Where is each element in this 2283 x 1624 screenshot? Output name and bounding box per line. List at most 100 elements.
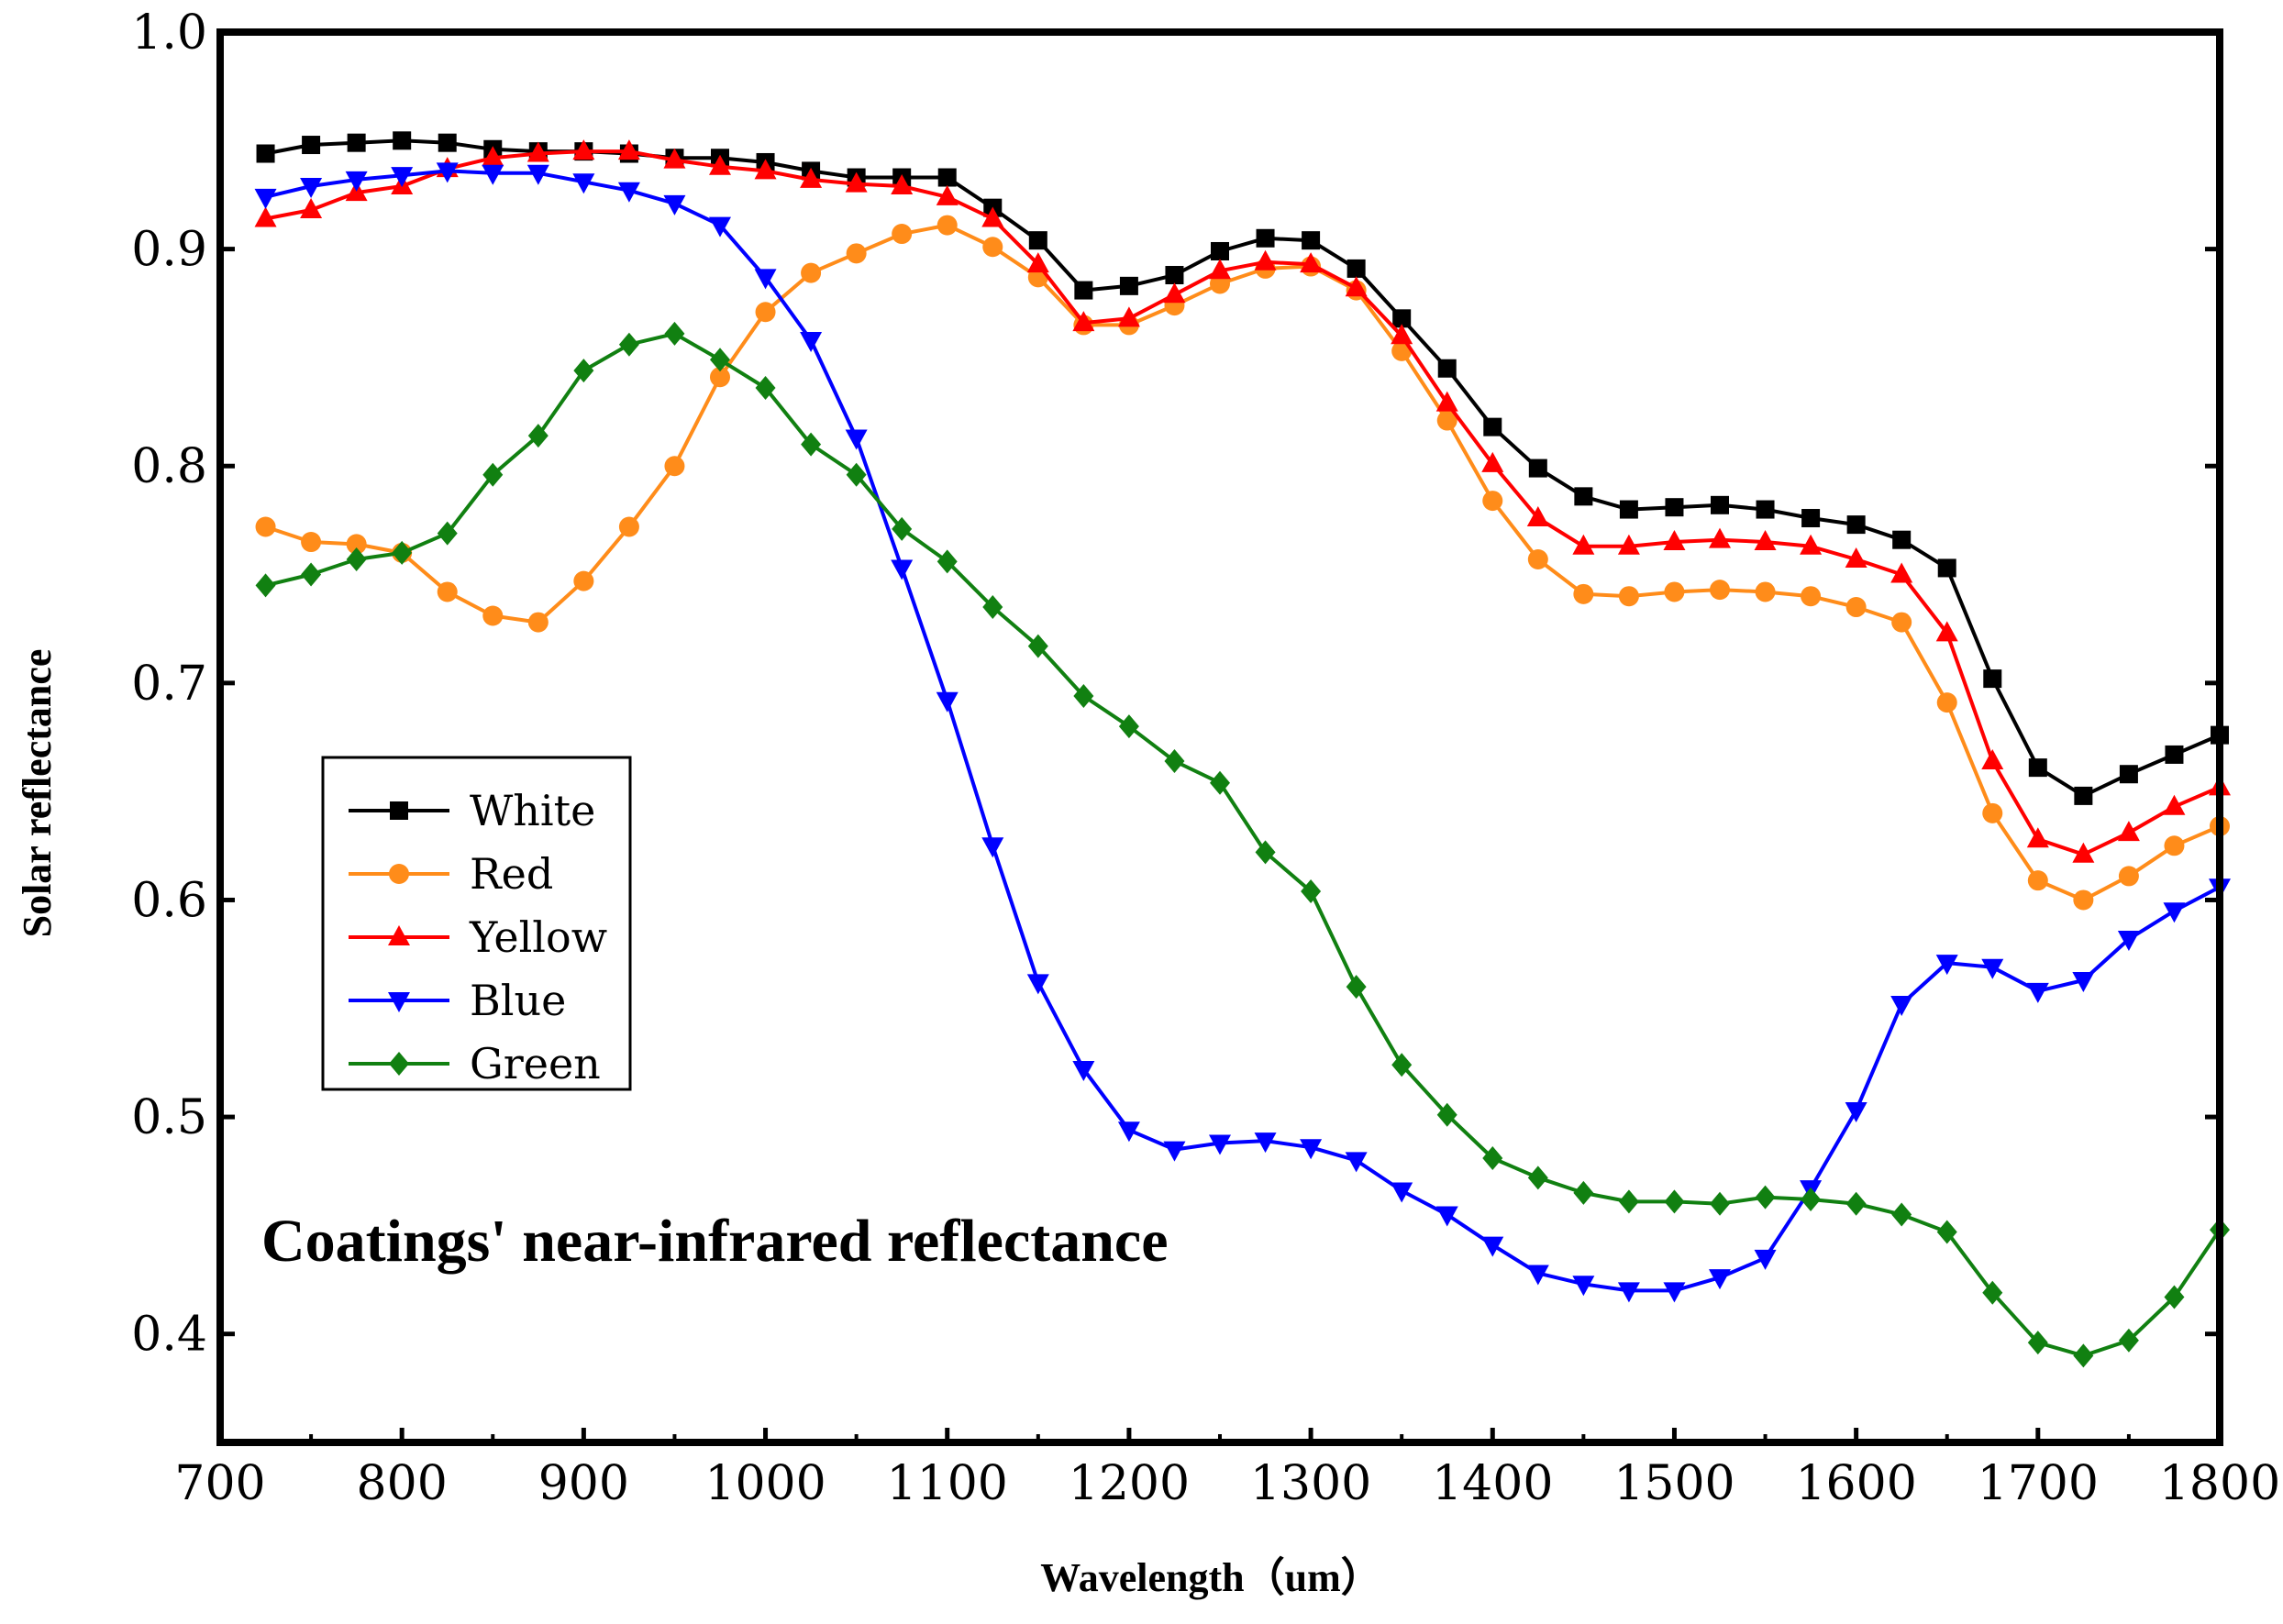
- data-point: [981, 206, 1004, 227]
- data-point: [1618, 586, 1639, 607]
- data-point: [573, 570, 594, 591]
- x-axis-title: Wavelength（um）: [1040, 1555, 1381, 1600]
- data-point: [1983, 669, 2002, 689]
- data-point: [710, 367, 730, 388]
- data-point: [255, 516, 276, 537]
- data-point: [482, 164, 504, 185]
- legend-label: White: [470, 786, 595, 835]
- data-point: [1845, 547, 1867, 568]
- data-point: [572, 173, 595, 194]
- series-line-white: [265, 138, 2221, 798]
- data-point: [254, 188, 277, 209]
- data-point: [2072, 842, 2095, 863]
- data-point: [800, 331, 823, 352]
- data-point: [1664, 581, 1685, 602]
- data-point: [2163, 902, 2186, 923]
- data-point: [1663, 530, 1686, 551]
- data-point: [347, 133, 366, 152]
- data-point: [1436, 1102, 1457, 1127]
- data-point: [392, 540, 413, 565]
- data-point: [1209, 259, 1231, 280]
- data-point: [1211, 241, 1229, 260]
- data-point: [1526, 1265, 1549, 1286]
- data-point: [1754, 530, 1777, 551]
- data-point: [1663, 1282, 1686, 1303]
- data-point: [754, 269, 777, 290]
- data-point: [617, 182, 640, 203]
- data-point: [1892, 530, 1912, 549]
- data-point: [982, 237, 1003, 258]
- data-point: [1210, 770, 1230, 795]
- data-point: [846, 243, 867, 264]
- x-tick-label: 1800: [2159, 1456, 2280, 1511]
- y-axis-title: Solar reflectance: [15, 649, 60, 938]
- data-point: [891, 173, 914, 194]
- data-point: [2119, 765, 2138, 784]
- data-point: [346, 547, 367, 571]
- series-layer: [254, 131, 2231, 1368]
- data-point: [1527, 548, 1548, 569]
- data-point: [1345, 276, 1368, 297]
- data-point: [1935, 955, 1958, 976]
- data-point: [1256, 228, 1275, 248]
- legend-marker: [388, 992, 410, 1012]
- data-point: [301, 532, 322, 553]
- data-point: [1801, 1187, 1822, 1211]
- data-point: [2118, 866, 2139, 887]
- legend: White Red Yellow Blue Green: [321, 756, 632, 1091]
- data-point: [1709, 1269, 1731, 1290]
- data-point: [1391, 1053, 1413, 1077]
- data-point: [345, 171, 368, 192]
- data-point: [1117, 306, 1140, 327]
- y-tick-label: 0.5: [131, 1090, 207, 1145]
- data-point: [936, 184, 959, 205]
- series-yellow: [254, 139, 2231, 863]
- x-tick-label: 1100: [887, 1456, 1008, 1511]
- data-point: [301, 562, 322, 587]
- data-point: [1845, 1191, 1867, 1216]
- data-point: [1891, 612, 1912, 633]
- legend-label: Blue: [470, 976, 566, 1025]
- data-point: [1800, 534, 1823, 555]
- data-point: [2118, 1328, 2139, 1353]
- x-tick-label: 700: [174, 1456, 265, 1511]
- data-point: [2073, 1343, 2094, 1368]
- data-point: [1801, 509, 1821, 528]
- data-point: [1891, 1202, 1912, 1227]
- data-point: [256, 144, 275, 163]
- data-point: [1664, 1189, 1685, 1214]
- data-point: [845, 429, 868, 450]
- data-point: [1710, 580, 1730, 601]
- data-point: [936, 215, 958, 236]
- data-point: [1254, 1132, 1277, 1154]
- x-tick-label: 1000: [704, 1456, 826, 1511]
- data-point: [437, 521, 458, 546]
- data-point: [1301, 878, 1322, 903]
- data-point: [2074, 786, 2093, 805]
- data-point: [1392, 309, 1412, 328]
- data-point: [300, 198, 323, 219]
- data-point: [1164, 749, 1185, 774]
- data-point: [438, 133, 457, 152]
- data-point: [846, 462, 867, 487]
- data-point: [573, 359, 594, 383]
- data-point: [1481, 451, 1504, 472]
- data-point: [2164, 1285, 2185, 1309]
- data-point: [618, 332, 639, 357]
- data-point: [982, 595, 1003, 620]
- data-point: [1981, 749, 2004, 770]
- data-point: [2027, 1331, 2048, 1355]
- data-point: [2117, 821, 2140, 842]
- y-tick-label: 0.7: [131, 657, 207, 712]
- chart-annotation: Coatings' near-infrared reflectance: [261, 1208, 1169, 1275]
- data-point: [1482, 1146, 1503, 1171]
- data-point: [1346, 975, 1367, 1000]
- data-point: [526, 164, 549, 185]
- data-point: [981, 837, 1004, 858]
- data-point: [526, 141, 549, 162]
- data-point: [755, 376, 776, 401]
- data-point: [664, 456, 685, 477]
- data-point: [1072, 311, 1095, 332]
- data-point: [709, 216, 731, 238]
